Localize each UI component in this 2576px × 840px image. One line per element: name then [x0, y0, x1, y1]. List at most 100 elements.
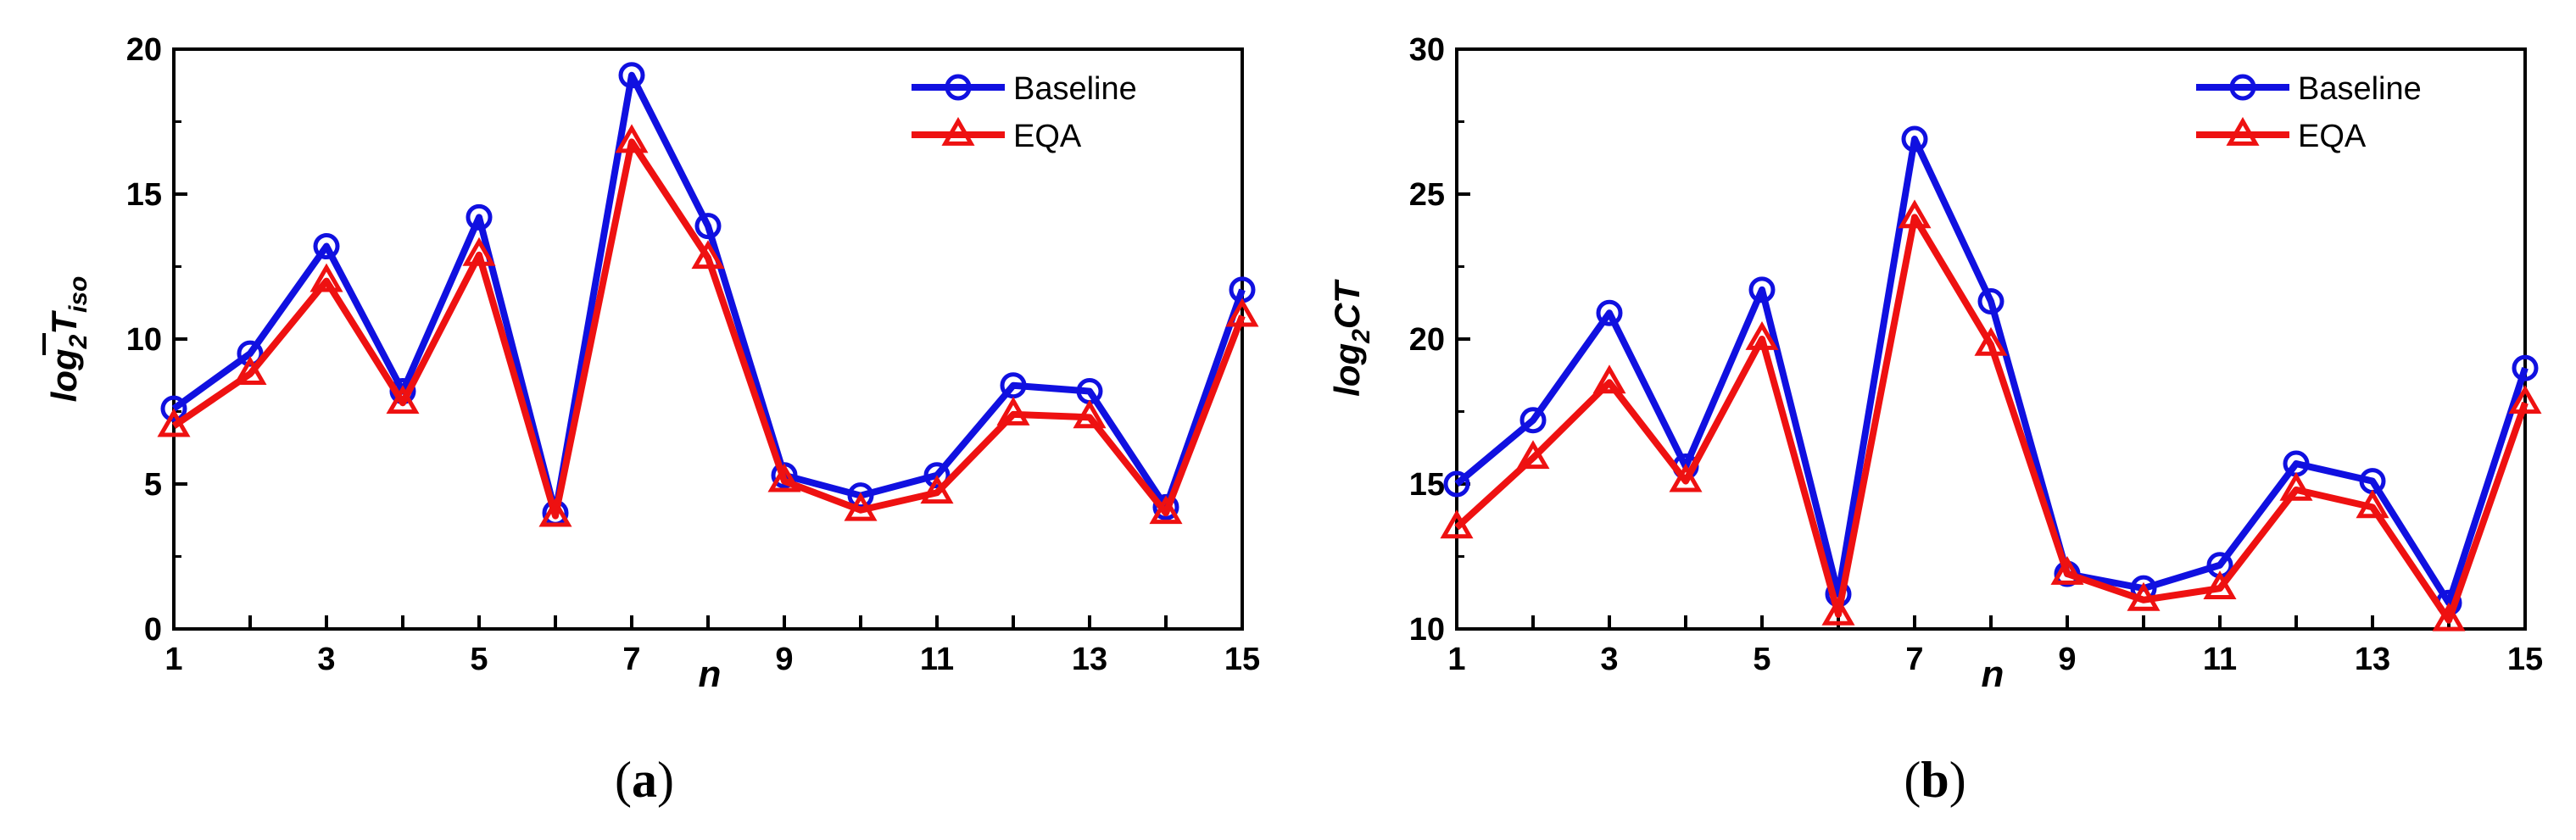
- x-tick-label: 5: [1753, 642, 1770, 677]
- x-tick-label: 1: [164, 642, 182, 677]
- y-axis-label: log2CT: [1327, 279, 1375, 397]
- y-tick-label: 25: [1409, 177, 1445, 213]
- x-tick-label: 9: [2058, 642, 2076, 677]
- series-line: [171, 71, 1246, 517]
- chart-panel-a: 1 3 5 7 9 11 13 15n05101520log2TisoBaselineEQA(…: [42, 32, 1260, 808]
- series-baseline: [160, 62, 1256, 526]
- x-tick-label: 5: [470, 642, 488, 677]
- x-tick-label: 13: [2355, 642, 2390, 677]
- legend-marker: [945, 74, 972, 101]
- legend: Baseline EQA: [912, 71, 1137, 154]
- data-point: [996, 396, 1030, 426]
- x-tick-label: 3: [317, 642, 335, 677]
- data-point: [691, 240, 725, 270]
- data-point: [1898, 199, 1932, 229]
- panel-caption: (b): [1904, 752, 1965, 808]
- data-point: [920, 475, 954, 504]
- y-tick-label: 30: [1409, 32, 1445, 68]
- series-line: [171, 138, 1246, 520]
- data-point: [1440, 509, 1474, 539]
- y-tick-label: 20: [126, 32, 162, 68]
- data-point: [2508, 385, 2542, 414]
- data-point: [1073, 399, 1107, 429]
- legend-label: Baseline: [2298, 71, 2422, 107]
- y-tick-label: 15: [126, 177, 162, 213]
- y-axis-label: log2Tiso: [44, 276, 92, 403]
- plot-frame: [172, 47, 1244, 631]
- data-point: [923, 462, 951, 489]
- y-tick-label: 10: [1409, 612, 1445, 648]
- x-tick-label: 15: [1224, 642, 1260, 677]
- data-point: [2432, 602, 2466, 631]
- data-point: [160, 395, 187, 422]
- data-point: [615, 124, 649, 153]
- y-axis: 10 15 20 25 30: [1409, 32, 1470, 648]
- data-point: [1443, 470, 1470, 498]
- x-tick-label: 13: [1072, 642, 1107, 677]
- x-tick-label: 11: [2203, 642, 2237, 677]
- data-point: [767, 463, 801, 492]
- data-point: [386, 385, 420, 414]
- data-point: [694, 213, 722, 240]
- legend-label: Baseline: [1013, 71, 1137, 107]
- series-line: [1454, 214, 2529, 624]
- legend-marker: [2226, 116, 2260, 146]
- data-point: [1596, 299, 1623, 326]
- x-axis: 1 3 5 7 9 11 13 15: [164, 615, 1260, 677]
- x-tick-label: 7: [622, 642, 640, 677]
- data-point: [1974, 326, 2008, 356]
- data-point: [1821, 596, 1855, 626]
- legend-marker: [941, 116, 975, 146]
- y-tick-label: 15: [1409, 467, 1445, 503]
- data-point: [1748, 276, 1776, 303]
- data-point: [2279, 471, 2313, 501]
- data-point: [2512, 354, 2539, 381]
- data-point: [462, 236, 496, 266]
- chart-panel-b: 1 3 5 7 9 11 13 15n1015202530log2CTBaselineEQA(…: [1327, 32, 2543, 808]
- series-eqa: [157, 124, 1259, 527]
- x-axis-label: n: [1982, 654, 2004, 695]
- data-point: [233, 356, 267, 385]
- panel-caption: (a): [615, 752, 674, 808]
- data-point: [466, 203, 493, 231]
- x-axis-label: n: [699, 654, 722, 695]
- data-point: [1000, 372, 1027, 399]
- x-tick-label: 7: [1905, 642, 1923, 677]
- x-tick-label: 9: [775, 642, 793, 677]
- y-tick-label: 0: [144, 612, 162, 648]
- x-tick-label: 11: [920, 642, 954, 677]
- data-point: [618, 62, 645, 89]
- data-point: [1519, 407, 1547, 434]
- y-axis: 0 5 10 15 20: [126, 32, 187, 648]
- data-point: [844, 492, 878, 521]
- data-point: [309, 263, 343, 292]
- series-eqa: [1440, 199, 2542, 631]
- data-point: [313, 233, 340, 260]
- data-point: [1149, 495, 1183, 525]
- legend-label: EQA: [1013, 119, 1082, 154]
- y-tick-label: 10: [126, 322, 162, 358]
- data-point: [1977, 288, 2004, 315]
- data-point: [1901, 125, 1928, 153]
- y-tick-label: 5: [144, 467, 162, 503]
- x-tick-label: 1: [1447, 642, 1465, 677]
- data-point: [2356, 489, 2389, 519]
- data-point: [2050, 556, 2084, 585]
- data-point: [1669, 463, 1703, 492]
- y-tick-label: 20: [1409, 322, 1445, 358]
- data-point: [2203, 570, 2237, 600]
- data-point: [1516, 440, 1550, 470]
- legend-marker: [2229, 74, 2256, 101]
- series-line: [1454, 136, 2529, 607]
- x-tick-label: 3: [1600, 642, 1618, 677]
- data-point: [1592, 364, 1626, 394]
- x-tick-label: 15: [2507, 642, 2543, 677]
- data-point: [2127, 581, 2161, 611]
- data-point: [1225, 298, 1259, 327]
- x-axis: 1 3 5 7 9 11 13 15: [1447, 615, 2543, 677]
- data-point: [1745, 320, 1779, 350]
- legend-label: EQA: [2298, 119, 2367, 154]
- legend: Baseline EQA: [2196, 71, 2422, 154]
- data-point: [237, 340, 264, 367]
